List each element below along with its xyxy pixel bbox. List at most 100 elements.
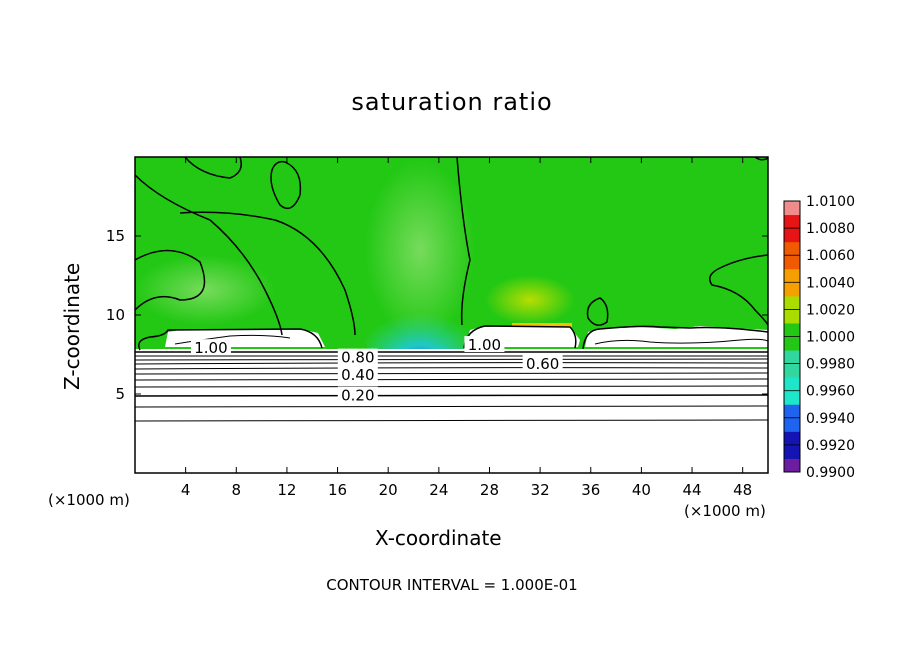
colorbar-label: 1.0020 [806, 302, 855, 318]
colorbar-swatch [784, 316, 800, 324]
y-axis-label: Z-coordinate [60, 262, 84, 390]
x-axis-label: X-coordinate [375, 526, 502, 550]
x-tick-label: 36 [581, 481, 600, 499]
x-tick-label: 4 [181, 481, 191, 499]
contour-line [138, 328, 323, 351]
colorbar-swatch [784, 234, 800, 243]
contour-line [135, 358, 768, 361]
x-tick-label: 28 [480, 481, 499, 499]
colorbar-swatch [784, 282, 800, 290]
contour-line [135, 372, 768, 375]
colorbar-swatch [784, 397, 800, 405]
contour-line [456, 157, 471, 326]
colorbar-swatch [784, 451, 800, 459]
contour-line [135, 362, 768, 365]
colorbar-label: 1.0060 [806, 248, 855, 264]
colorbar-swatch [784, 322, 800, 331]
x-tick-label: 40 [632, 481, 651, 499]
colorbar-swatch [784, 363, 800, 371]
colorbar-swatch [784, 383, 800, 392]
colorbar-swatch [784, 377, 800, 385]
colorbar-swatch [784, 465, 800, 473]
chart-title: saturation ratio [351, 88, 553, 116]
contour-label-bg [522, 354, 563, 371]
contour-line [135, 367, 768, 370]
colorbar-swatch [784, 289, 800, 297]
contour-line [184, 157, 242, 179]
colorbar-swatch [784, 404, 800, 412]
contour-label: 0.40 [341, 366, 374, 384]
colorbar-swatch [784, 431, 800, 439]
x-tick-label: 24 [429, 481, 448, 499]
x-tick-label: 8 [232, 481, 242, 499]
colorbar-swatch [784, 309, 800, 317]
contour-line [174, 334, 291, 345]
colorbar-swatch [784, 343, 800, 351]
colorbar-label: 1.0000 [806, 330, 855, 346]
x-unit-label-right: (×1000 m) [684, 502, 766, 520]
colorbar-swatch [784, 302, 800, 310]
colorbar-label: 0.9980 [806, 357, 855, 373]
colorbar-swatch [784, 248, 800, 256]
x-tick-label: 12 [277, 481, 296, 499]
colorbar-swatch [784, 201, 800, 209]
contour-line [582, 325, 768, 350]
x-tick-label: 44 [682, 481, 701, 499]
x-tick-label: 20 [379, 481, 398, 499]
x-tick-label: 16 [328, 481, 347, 499]
contour-label: 1.00 [194, 339, 227, 357]
contour-label-bg [337, 348, 378, 365]
contour-label-bg [190, 339, 231, 356]
colorbar-swatch [784, 350, 800, 358]
colorbar-label: 1.0040 [806, 275, 855, 291]
contour-line [135, 394, 768, 397]
contour-label: 1.00 [468, 336, 501, 354]
colorbar-swatch [784, 207, 800, 216]
colorbar-swatch [784, 356, 800, 365]
contour-label-bg [337, 386, 378, 403]
colorbar-swatch [784, 275, 800, 283]
contour-line [135, 405, 768, 408]
contour-interval-note: CONTOUR INTERVAL = 1.000E-01 [326, 576, 578, 594]
contour-line [586, 297, 609, 326]
colorbar-label: 1.0080 [806, 221, 855, 237]
colorbar-swatch [784, 390, 800, 398]
colorbar-swatch [784, 370, 800, 378]
colorbar-label: 0.9960 [806, 384, 855, 400]
contour-line [594, 338, 768, 345]
colorbar-swatch [784, 261, 800, 270]
contour-label: 0.20 [341, 387, 374, 405]
y-tick-label: 5 [115, 385, 125, 403]
contour-label: 0.80 [341, 349, 374, 367]
colorbar-swatch [784, 329, 800, 337]
y-tick-label: 10 [106, 306, 125, 324]
colorbar-swatch [784, 214, 800, 222]
y-tick-label: 15 [106, 227, 125, 245]
colorbar-swatch [784, 424, 800, 432]
colorbar-label: 0.9940 [806, 411, 855, 427]
colorbar-swatch [784, 255, 800, 263]
colorbar-swatch [784, 241, 800, 249]
contour-line [135, 174, 283, 336]
contour-line [179, 211, 356, 336]
colorbar-swatch [784, 336, 800, 344]
x-unit-label: (×1000 m) [48, 491, 130, 509]
contour-line [135, 385, 768, 388]
contour-label: 0.60 [526, 355, 559, 373]
colorbar-label: 0.9900 [806, 465, 855, 481]
colorbar-label: 1.0100 [806, 194, 855, 210]
contour-line [270, 160, 302, 210]
contour-line [135, 378, 768, 381]
x-tick-label: 32 [531, 481, 550, 499]
saturation-field [135, 157, 768, 473]
colorbar-swatch [784, 444, 800, 453]
colorbar-swatch [784, 295, 800, 304]
contour-line [135, 249, 206, 311]
contour-line [135, 419, 768, 422]
colorbar-swatch [784, 411, 800, 419]
x-tick-label: 48 [733, 481, 752, 499]
contour-lines [135, 157, 768, 422]
contour-line [709, 254, 768, 326]
contour-label-bg [464, 336, 505, 353]
